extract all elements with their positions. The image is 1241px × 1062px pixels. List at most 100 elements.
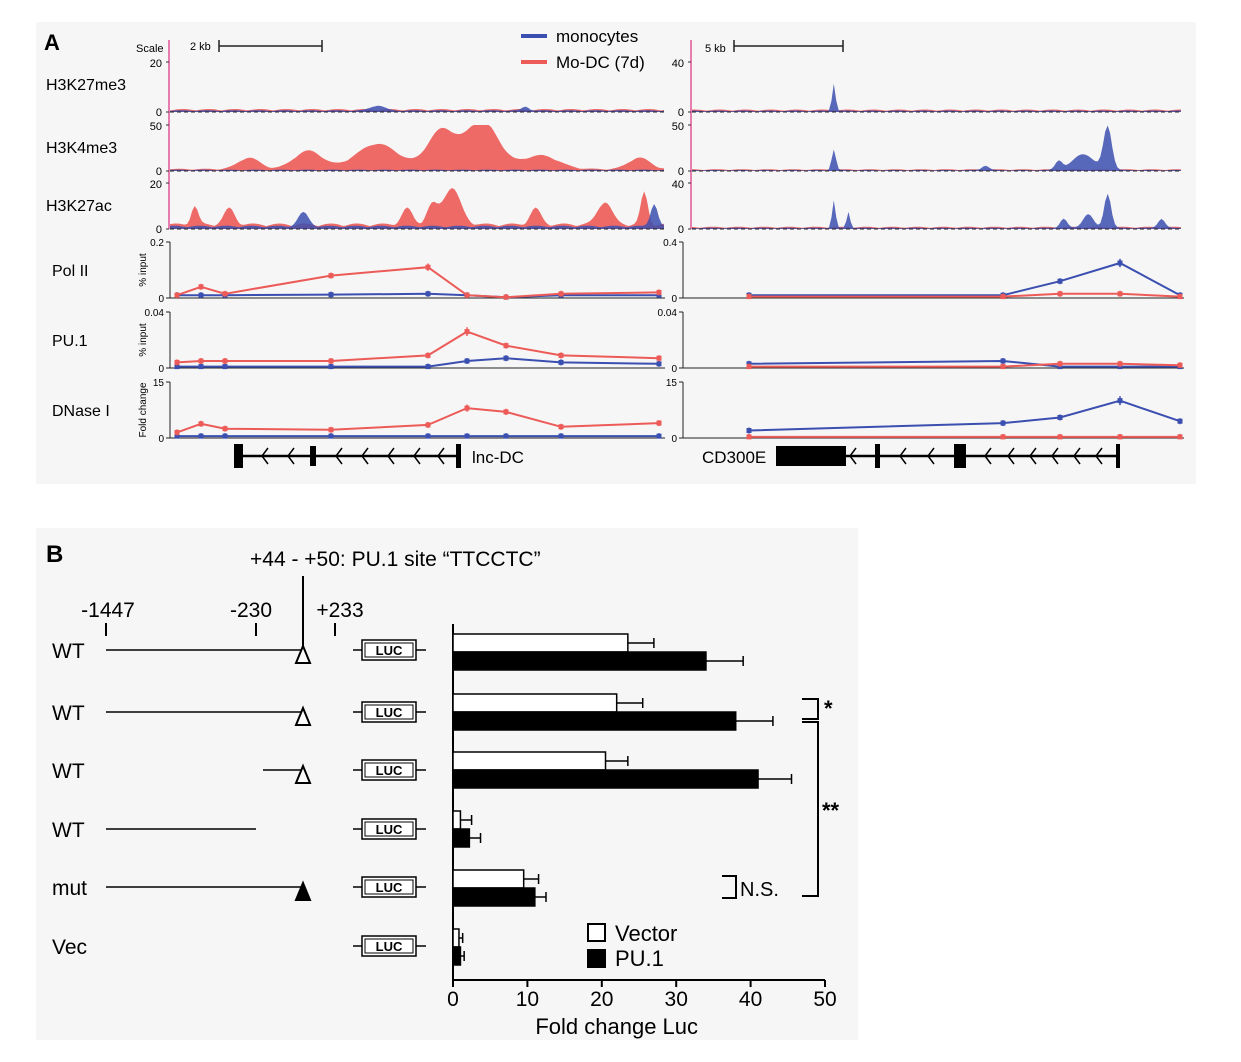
left-modc-signal-area — [170, 188, 664, 229]
right-modc-point — [1057, 434, 1063, 440]
right-monocytes-point — [1000, 420, 1006, 426]
cd300e-exon — [875, 444, 880, 468]
bracket-star2 — [802, 721, 819, 897]
lnc-dc-strand-chevron — [361, 447, 369, 465]
right-chip-min-label: 0 — [671, 294, 677, 305]
left-modc-point — [558, 291, 564, 297]
left-modc-point — [425, 422, 431, 428]
luc-label: LUC — [376, 939, 403, 954]
right-modc-point — [1117, 361, 1123, 367]
luc-label: LUC — [376, 880, 403, 895]
right-monocytes-point — [1000, 358, 1006, 364]
left-modc-point — [464, 405, 470, 411]
gene-models: lnc-DC CD300E — [234, 444, 1120, 468]
right-modc-point — [1117, 291, 1123, 297]
chip-axis-title: % input — [138, 323, 149, 357]
left-monocytes-point — [425, 291, 431, 297]
left-chip-max-label: 15 — [153, 378, 165, 389]
left-chip-max-label: 0.2 — [150, 238, 164, 249]
luc-label: LUC — [376, 822, 403, 837]
cd300e-strand-chevron — [849, 447, 857, 465]
construct-label: Vec — [52, 936, 87, 959]
x-tick-label: 10 — [516, 988, 539, 1011]
bracket-star1 — [802, 698, 819, 720]
left-monocytes-point — [198, 364, 204, 370]
left-modc-point — [464, 292, 470, 298]
pu1-site-marker — [294, 643, 312, 664]
left-monocytes-point — [222, 364, 228, 370]
left-monocytes-point — [656, 433, 662, 439]
sig-star2: ** — [822, 798, 840, 823]
mutant-pu1-site-marker — [294, 880, 312, 901]
chip-axis-title: Fold change — [138, 382, 149, 437]
bar-vector — [452, 751, 607, 771]
lnc-dc-strand-chevron — [437, 447, 445, 465]
bracket-ns — [722, 875, 737, 899]
significance-annotations: * ** N.S. — [722, 696, 840, 901]
left-monocytes-point — [558, 433, 564, 439]
legend-monocytes-label: monocytes — [556, 27, 638, 46]
right-modc-point — [1177, 362, 1183, 368]
lnc-dc-gene-label: lnc-DC — [472, 448, 524, 467]
left-monocytes-point — [198, 292, 204, 298]
right-modc-point — [1117, 434, 1123, 440]
x-tick-label: 0 — [447, 988, 459, 1011]
panel-a-label: A — [44, 30, 60, 55]
right-modc-point — [1057, 361, 1063, 367]
panel-a: A monocytes Mo-DC (7d) Scale 2 kb 5 kb 2… — [36, 22, 1196, 484]
track-name: H3K27ac — [46, 198, 112, 215]
left-modc-point — [425, 264, 431, 270]
cd300e-exon — [776, 446, 846, 466]
right-track-min-label: 0 — [678, 166, 684, 178]
luc-label: LUC — [376, 705, 403, 720]
cd300e-exon — [1116, 444, 1120, 468]
left-modc-point — [222, 291, 228, 297]
left-monocytes-point — [464, 433, 470, 439]
bar-vector — [452, 928, 460, 948]
left-modc-point — [198, 358, 204, 364]
left-monocytes-point — [328, 292, 334, 298]
construct-label: WT — [52, 819, 85, 842]
left-modc-point — [222, 426, 228, 432]
left-modc-point — [425, 352, 431, 358]
chip-track-name: DNase I — [52, 403, 110, 420]
right-modc-point — [746, 434, 752, 440]
bar-pu1 — [452, 887, 536, 907]
sig-star1: * — [824, 696, 833, 721]
x-tick-label: 50 — [813, 988, 836, 1011]
sig-ns: N.S. — [740, 879, 779, 901]
luc-box-inner — [364, 879, 414, 895]
bar-vector — [452, 633, 629, 653]
scale-bar-label-right: 5 kb — [705, 43, 726, 55]
bar-pu1 — [452, 651, 707, 671]
construct-label: WT — [52, 760, 85, 783]
right-monocytes-point — [1117, 398, 1123, 404]
track-name: H3K4me3 — [46, 140, 117, 157]
left-monocytes-point — [222, 433, 228, 439]
left-monocytes-point — [558, 359, 564, 365]
left-modc-point — [328, 358, 334, 364]
chip-axis-title: % input — [138, 253, 149, 287]
left-modc-point — [222, 358, 228, 364]
lnc-dc-exon — [234, 444, 243, 468]
chip-track-name: Pol II — [52, 263, 88, 280]
bar-pu1 — [452, 769, 759, 789]
right-monocytes-point — [1177, 418, 1183, 424]
left-chip-min-label: 0 — [158, 434, 164, 445]
left-monocytes-point — [174, 364, 180, 370]
left-modc-point — [328, 427, 334, 433]
cd300e-strand-chevron — [1007, 447, 1015, 465]
right-modc-point — [1177, 434, 1183, 440]
pu1-site-marker — [294, 705, 312, 726]
right-monocytes-point — [1117, 260, 1123, 266]
left-monocytes-point — [328, 433, 334, 439]
right-track-min-label: 0 — [678, 224, 684, 236]
cd300e-strand-chevron — [1095, 447, 1103, 465]
x-tick-label: 30 — [665, 988, 688, 1011]
panel-a-legend: monocytes Mo-DC (7d) — [521, 27, 645, 72]
cd300e-gene-label: CD300E — [702, 448, 766, 467]
right-chip-min-label: 0 — [671, 364, 677, 375]
bar-pu1 — [452, 946, 462, 966]
left-chip-min-label: 0 — [158, 294, 164, 305]
